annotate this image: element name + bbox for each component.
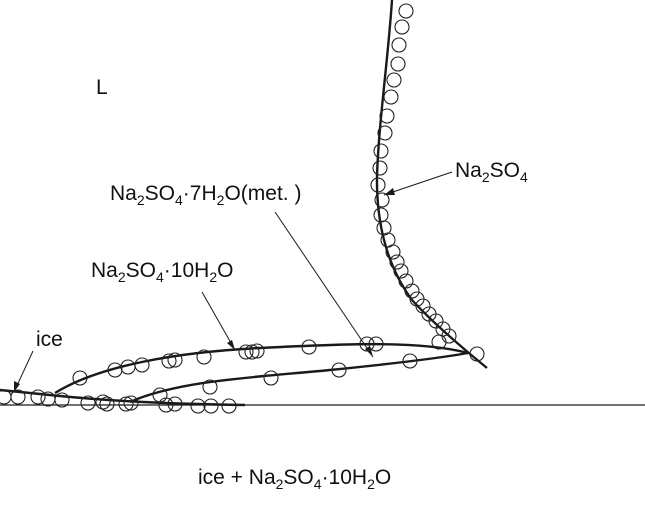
na2so4-label-part: SO — [489, 159, 520, 182]
data-point — [469, 346, 485, 362]
data-point — [377, 125, 393, 141]
data-point — [99, 396, 115, 412]
na2so4-label: Na2SO4 — [455, 159, 528, 184]
heptahydrate-curve — [129, 351, 469, 404]
data-point — [118, 396, 134, 412]
bottom-label-part: ice + Na — [198, 466, 276, 489]
data-point — [404, 283, 420, 299]
data-point — [202, 379, 218, 395]
data-point — [244, 344, 260, 360]
deca-label-part: Na — [91, 259, 118, 282]
deca-label-part: O — [217, 259, 234, 282]
experimental-points — [0, 3, 485, 414]
data-point — [221, 398, 237, 414]
hepta-label-part: O(met. ) — [224, 182, 302, 205]
ice-curve — [0, 388, 246, 407]
hepta-label-sub: 4 — [175, 192, 183, 208]
data-point — [10, 389, 26, 405]
data-point — [383, 89, 399, 105]
deca-label-sub: 4 — [156, 269, 164, 285]
deca-leader — [201, 291, 236, 351]
data-point — [372, 160, 388, 176]
data-point — [54, 392, 70, 408]
data-point — [385, 244, 401, 260]
data-point — [373, 143, 389, 159]
bottom-label-sub: 2 — [367, 476, 375, 492]
heptahydrate-label: Na2SO4·7H2O(met. ) — [110, 182, 302, 207]
data-point — [415, 298, 431, 314]
data-point — [376, 220, 392, 236]
data-point — [391, 37, 407, 53]
deca-label-part: SO — [125, 259, 156, 282]
na2so4-leader — [383, 171, 453, 196]
data-point — [196, 349, 212, 365]
bottom-label-part: ·10H — [321, 466, 368, 489]
data-point — [398, 3, 414, 19]
deca-label-part: ·10H — [163, 259, 210, 282]
data-point — [359, 336, 375, 352]
ice-decahydrate-region-label: ice + Na2SO4·10H2O — [198, 466, 392, 491]
hepta-label-part: ·7H — [182, 182, 217, 205]
data-point — [368, 336, 384, 352]
data-point — [167, 352, 183, 368]
hepta-label-sub: 2 — [216, 192, 225, 208]
na2so4-label-part: Na — [455, 159, 482, 182]
data-point — [394, 19, 410, 35]
bottom-label-sub: 2 — [275, 476, 284, 492]
data-point — [301, 339, 317, 355]
data-point — [0, 389, 12, 405]
data-point — [331, 362, 347, 378]
data-point — [72, 370, 88, 386]
data-point — [152, 387, 168, 403]
data-point — [249, 343, 265, 359]
deca-label-sub: 2 — [209, 269, 218, 285]
data-point — [386, 72, 402, 88]
data-point — [190, 398, 206, 414]
decahydrate-label: Na2SO4·10H2O — [91, 259, 234, 284]
data-point — [238, 344, 254, 360]
data-point — [134, 357, 150, 373]
bottom-label-part: SO — [283, 466, 314, 489]
ice-arrow-icon — [14, 381, 20, 392]
data-point — [431, 334, 447, 350]
data-point — [95, 394, 111, 410]
data-point — [123, 395, 139, 411]
data-point — [370, 177, 386, 193]
na2so4-label-sub: 4 — [520, 169, 528, 185]
bottom-label-part: O — [374, 466, 392, 489]
data-point — [389, 254, 405, 270]
data-point — [80, 395, 96, 411]
hepta-arrow-icon — [365, 346, 373, 357]
bottom-label-sub: 4 — [313, 476, 322, 492]
data-point — [374, 192, 390, 208]
data-point — [390, 56, 406, 72]
decahydrate-curve — [54, 342, 469, 395]
hepta-leader — [274, 211, 374, 358]
data-point — [393, 263, 409, 279]
deca-label-sub: 2 — [117, 269, 126, 285]
data-point — [402, 353, 418, 369]
data-point — [30, 389, 46, 405]
deca-arrow-icon — [227, 340, 235, 350]
data-point — [161, 353, 177, 369]
data-point — [203, 398, 219, 414]
hepta-label-sub: 2 — [136, 192, 145, 208]
hepta-label-part: SO — [144, 182, 175, 205]
data-point — [263, 370, 279, 386]
data-point — [379, 108, 395, 124]
liquid-region-label: L — [96, 76, 108, 99]
na2so4-arrow-icon — [384, 188, 395, 195]
na2so4-label-sub: 2 — [481, 169, 490, 185]
ice-label: ice — [36, 328, 63, 351]
na2so4-curve — [375, 0, 488, 369]
data-point — [158, 397, 174, 413]
data-point — [167, 396, 183, 412]
hepta-label-part: Na — [110, 182, 137, 205]
